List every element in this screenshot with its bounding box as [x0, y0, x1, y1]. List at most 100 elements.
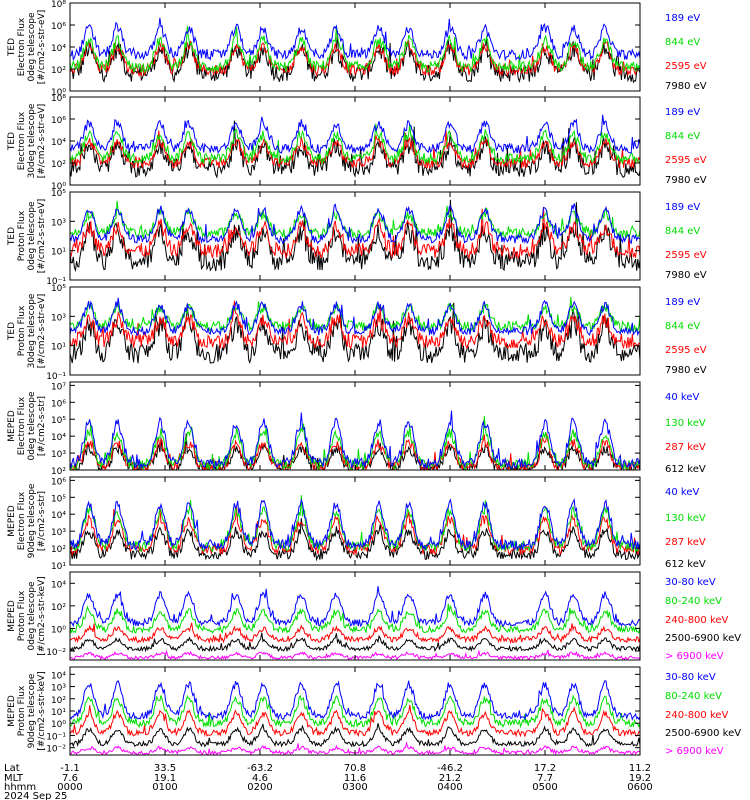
x-tick-hhmm: 0500	[532, 782, 557, 793]
legend-entry: 844 eV	[665, 37, 700, 48]
y-axis-label-line: Proton Flux	[17, 210, 27, 261]
legend-entry: 844 eV	[665, 321, 700, 332]
x-tick-lat: -46.2	[437, 763, 463, 774]
x-tick-mlt: 19.2	[629, 773, 651, 784]
y-tick-label: 10¹	[51, 248, 66, 258]
legend-entry: 844 eV	[665, 131, 700, 142]
panel-6: 10¹ 10² 10³ 10⁴ 10⁵ 10⁶ MEPED Electron Flux 90de…	[7, 476, 706, 572]
x-tick-hhmm: 0300	[342, 782, 367, 793]
legend-entry: 7980 eV	[665, 81, 707, 92]
y-axis-label-line: TED	[7, 322, 17, 341]
legend-entry: 189 eV	[665, 297, 700, 308]
legend-entry: 130 keV	[665, 513, 706, 524]
y-axis-label-line: Electron Flux	[17, 491, 27, 550]
series-line-2-4	[70, 114, 640, 155]
y-axis-label-line: MEPED	[7, 695, 17, 727]
y-axis-label-line: Proton Flux	[17, 305, 27, 356]
y-axis-label-line: TED	[7, 38, 17, 57]
y-tick-label: 10⁵	[51, 284, 66, 294]
legend-entry: 80-240 keV	[665, 691, 722, 702]
y-tick-label: 10³	[51, 528, 66, 538]
y-tick-label: 10²	[51, 696, 66, 706]
x-tick-hhmm: 0200	[247, 782, 272, 793]
y-axis-label-line: [#/cm2-s-str-eV]	[37, 10, 47, 85]
legend-entry: 7980 eV	[665, 175, 707, 186]
series-line-7-5	[70, 586, 640, 628]
x-tick-lat: 70.8	[344, 763, 366, 774]
y-tick-label: 10⁴	[51, 671, 66, 681]
y-axis-label-line: MEPED	[7, 410, 17, 442]
series-line-7-4	[70, 603, 640, 635]
legend-entry: 7980 eV	[665, 270, 707, 281]
y-axis-label-line: Electron Flux	[17, 111, 27, 170]
y-axis-label-line: 90deg telescope	[27, 673, 37, 748]
panel-4: 10⁻¹ 10¹ 10³ 10⁵ TED Proton Flux 30deg telesco…	[7, 284, 707, 382]
y-axis-label-line: 0deg telescope	[27, 391, 37, 461]
y-tick-label: 10⁵	[51, 189, 66, 199]
series-line-5-2	[70, 433, 640, 470]
y-tick-label: 10⁻²	[46, 648, 66, 658]
y-tick-label: 10³	[51, 313, 66, 323]
y-axis-label-line: [#/cm2-s-str-eV]	[37, 104, 47, 179]
series-line-4-1	[70, 302, 640, 364]
y-tick-label: 10⁴	[51, 580, 66, 590]
y-tick-label: 10⁰	[51, 182, 66, 192]
y-tick-label: 10³	[51, 218, 66, 228]
legend-entry: 40 keV	[665, 487, 699, 498]
x-tick-hhmm: 0600	[627, 782, 652, 793]
y-axis-label-line: [#/cm2-s-str-eV]	[37, 294, 47, 369]
y-tick-label: 10⁰	[51, 720, 66, 730]
y-tick-label: 10⁻¹	[46, 372, 66, 382]
legend-entry: 40 keV	[665, 392, 699, 403]
y-tick-label: 10¹	[51, 562, 66, 572]
y-axis-label-line: [#/cm2-s-str-keV]	[37, 576, 47, 655]
y-axis-label-line: 30deg telescope	[27, 293, 37, 368]
date-label: 2024 Sep 25	[4, 791, 67, 800]
y-axis-label-line: 30deg telescope	[27, 103, 37, 178]
y-axis-label-line: 0deg telescope	[27, 581, 37, 651]
x-tick-mlt: 11.6	[344, 773, 366, 784]
series-line-1-3	[70, 25, 640, 74]
y-axis-label-line: TED	[7, 227, 17, 246]
legend-entry: 2595 eV	[665, 61, 707, 72]
x-tick-mlt: 4.6	[252, 773, 268, 784]
x-tick-mlt: 19.1	[154, 773, 176, 784]
legend-entry: 2595 eV	[665, 250, 707, 261]
series-line-1-4	[70, 17, 640, 62]
series-line-7-3	[70, 622, 640, 645]
series-line-4-4	[70, 297, 640, 337]
y-tick-label: 10⁴	[51, 433, 66, 443]
x-tick-lat: 33.5	[154, 763, 176, 774]
y-tick-label: 10³	[51, 684, 66, 694]
series-line-5-3	[70, 416, 640, 470]
y-axis-label-line: 90deg telescope	[27, 483, 37, 558]
y-tick-label: 10⁻²	[46, 745, 66, 755]
y-axis-label-line: [#/cm2-s-str-keV]	[37, 671, 47, 750]
y-axis-label-line: MEPED	[7, 505, 17, 537]
x-tick-lat: 11.2	[629, 763, 651, 774]
series-line-6-1	[70, 518, 640, 562]
x-tick-mlt: 7.6	[62, 773, 78, 784]
legend-entry: 189 eV	[665, 202, 700, 213]
panel-1: 10⁰ 10² 10⁴ 10⁶ 10⁸ TED Electron Flux 0deg tele…	[7, 0, 707, 98]
x-tick-mlt: 21.2	[439, 773, 461, 784]
series-line-2-2	[70, 129, 640, 170]
y-tick-label: 10²	[51, 467, 66, 477]
y-tick-label: 10⁶	[51, 477, 66, 487]
series-line-3-4	[70, 203, 640, 245]
y-tick-label: 10¹	[51, 708, 66, 718]
x-tick-mlt: 7.7	[537, 773, 553, 784]
y-tick-label: 10⁶	[51, 399, 66, 409]
y-axis-label-line: 0deg telescope	[27, 12, 37, 82]
y-tick-label: 10⁷	[51, 382, 66, 392]
series-line-6-4	[70, 497, 640, 551]
series-line-3-1	[70, 199, 640, 273]
legend-entry: 240-800 keV	[665, 615, 729, 626]
series-line-8-2	[70, 723, 640, 748]
series-line-7-2	[70, 632, 640, 653]
x-tick-hhmm: 0100	[152, 782, 177, 793]
y-tick-label: 10²	[51, 545, 66, 555]
series-line-5-4	[70, 410, 640, 470]
y-tick-label: 10⁸	[51, 0, 66, 10]
